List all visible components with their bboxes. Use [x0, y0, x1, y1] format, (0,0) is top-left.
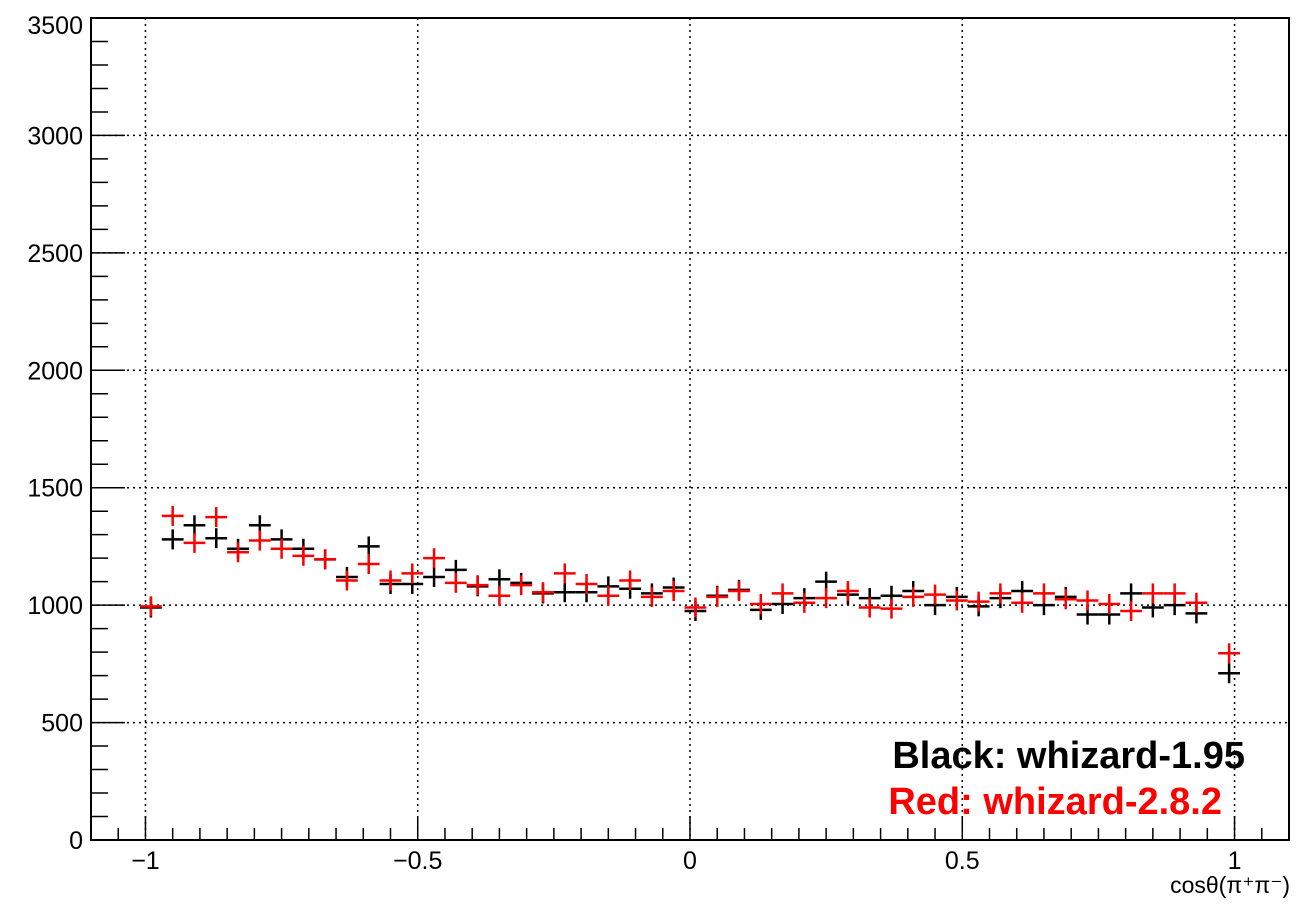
data-point	[837, 581, 859, 602]
data-point	[248, 530, 271, 551]
plot-frame	[90, 17, 1290, 841]
data-point	[640, 586, 663, 607]
data-point	[205, 507, 228, 528]
y-tick-label: 1500	[27, 475, 83, 503]
axis-ticks	[91, 40, 1263, 840]
data-point	[1185, 592, 1208, 613]
data-point	[161, 505, 184, 526]
data-point	[1033, 583, 1055, 604]
x-tick-label: 0	[683, 847, 697, 875]
y-tick-labels: 0 500 1000 1500 2000 2500 3000 3500	[27, 12, 83, 855]
data-point	[1011, 592, 1034, 613]
data-point	[423, 566, 445, 587]
x-axis-title: cosθ(π⁺π⁻)	[1170, 872, 1290, 898]
y-tick-label: 500	[41, 710, 83, 738]
y-tick-label: 2500	[27, 240, 83, 268]
y-tick-label: 2000	[27, 357, 83, 385]
data-point	[1218, 663, 1240, 684]
legend-entry-red: Red: whizard-2.8.2	[888, 781, 1222, 823]
data-point	[553, 582, 576, 603]
data-point	[619, 570, 641, 591]
data-point	[815, 588, 838, 609]
grid	[91, 18, 1289, 840]
data-point	[553, 563, 576, 584]
data-point	[357, 536, 380, 557]
data-point	[161, 529, 184, 550]
data-point	[880, 598, 903, 619]
data-point	[749, 593, 772, 614]
data-point	[858, 597, 881, 618]
y-tick-label: 3500	[27, 12, 83, 40]
data-point	[1120, 583, 1142, 604]
data-point	[292, 545, 315, 566]
data-point	[1218, 643, 1240, 664]
x-tick-label: 0.5	[945, 847, 980, 875]
data-point	[597, 585, 620, 606]
data-point	[510, 575, 533, 596]
data-point	[706, 586, 729, 607]
data-point	[902, 586, 925, 607]
data-point	[444, 572, 467, 593]
data-point	[684, 597, 707, 618]
data-point	[532, 582, 554, 603]
data-point	[270, 538, 293, 559]
x-tick-label: −1	[131, 847, 160, 875]
x-tick-labels: −1 −0.5 0 0.5 1	[131, 847, 1241, 875]
data-point	[1120, 601, 1142, 622]
data-point	[466, 575, 489, 596]
data-point	[1076, 590, 1099, 611]
data-point	[967, 591, 990, 612]
data-point	[488, 585, 511, 606]
data-point	[336, 570, 358, 591]
data-point	[183, 515, 206, 536]
data-point	[575, 574, 598, 595]
data-point	[1054, 589, 1077, 610]
y-tick-label: 1000	[27, 592, 83, 620]
data-point	[771, 583, 794, 604]
y-tick-label: 3000	[27, 122, 83, 150]
data-point	[945, 590, 968, 611]
data-point	[989, 583, 1012, 604]
data-point	[1098, 593, 1121, 614]
data-points	[140, 505, 1240, 684]
data-point	[423, 548, 445, 569]
data-point	[140, 596, 162, 617]
data-point	[793, 592, 816, 613]
data-point	[357, 554, 380, 575]
data-point	[728, 581, 750, 602]
data-point	[183, 532, 206, 553]
data-point	[379, 570, 402, 591]
data-point	[1163, 583, 1186, 604]
data-point	[401, 563, 424, 584]
data-point	[924, 584, 946, 605]
data-point	[1141, 583, 1164, 604]
legend-entry-black: Black: whizard-1.95	[892, 735, 1245, 777]
data-point	[227, 542, 249, 563]
x-tick-label: 1	[1228, 847, 1242, 875]
data-point	[314, 549, 337, 570]
data-point	[662, 581, 685, 602]
x-tick-label: −0.5	[393, 847, 442, 875]
data-point	[205, 528, 228, 549]
y-tick-label: 0	[69, 827, 83, 855]
series-red	[140, 505, 1240, 664]
